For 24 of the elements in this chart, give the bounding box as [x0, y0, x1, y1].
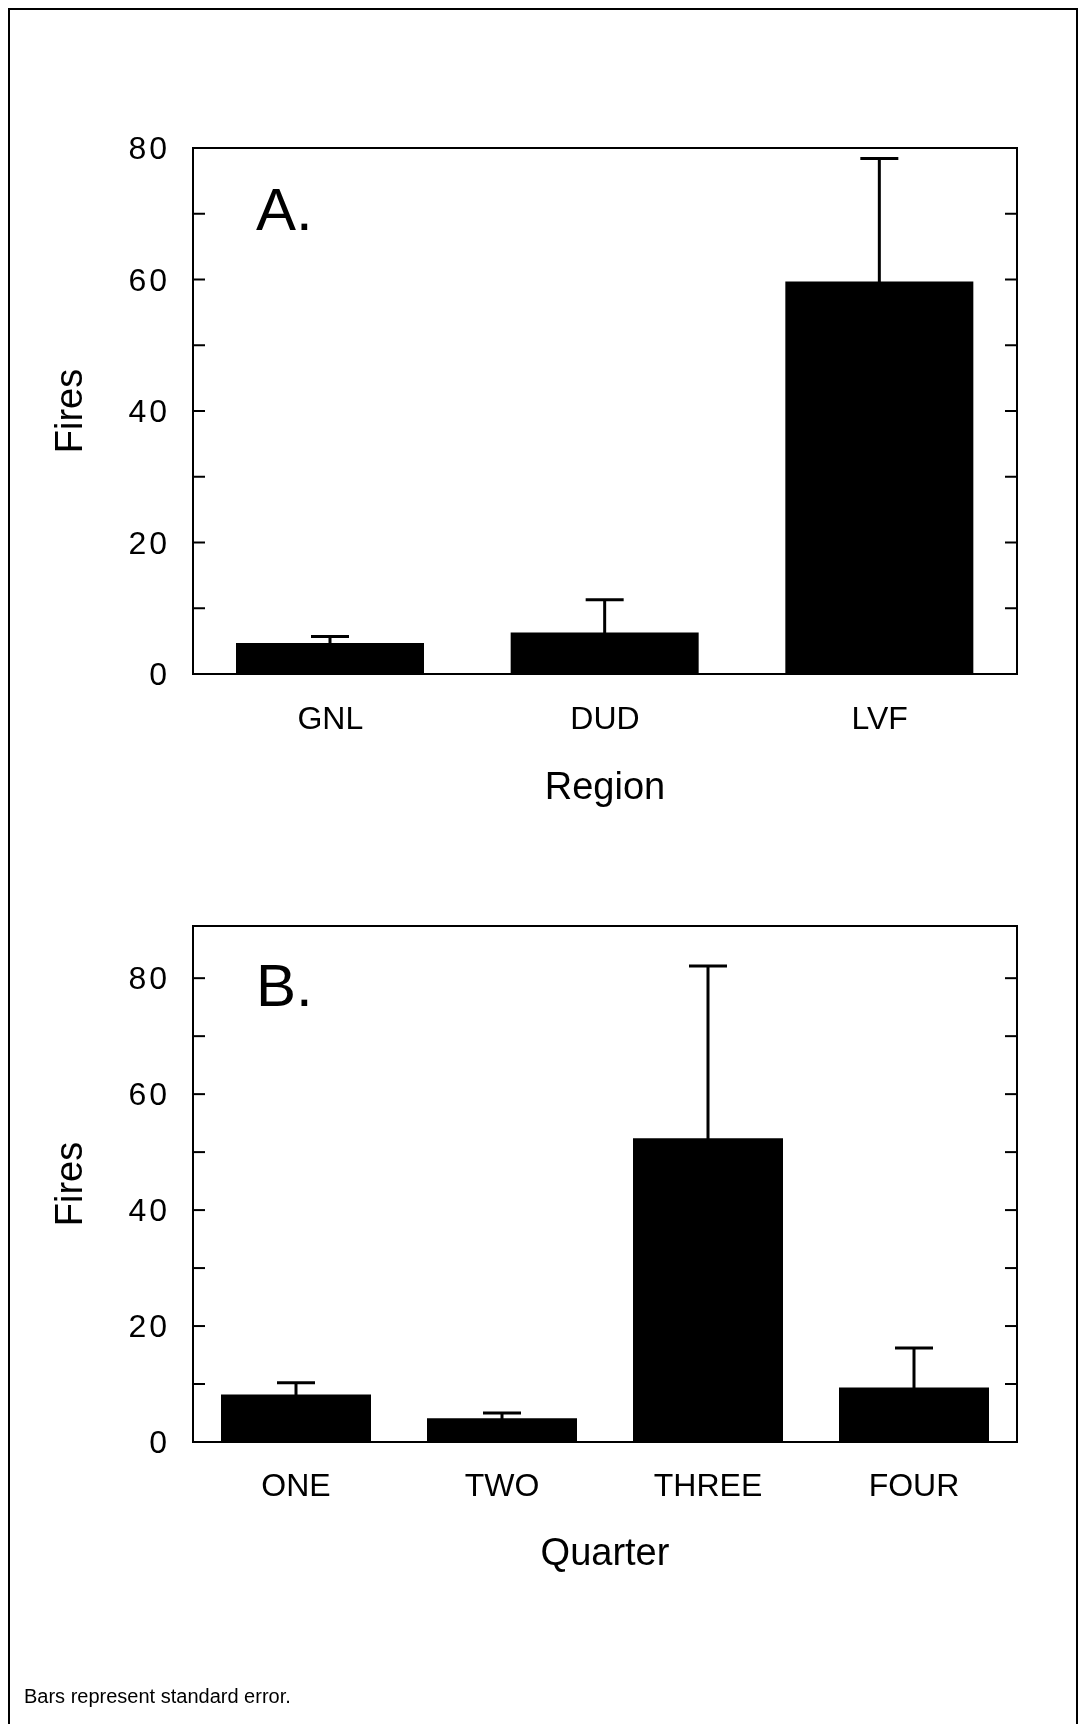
- text: Bars represent standard error.: [24, 1684, 291, 1708]
- y-axis-title: Fires: [48, 368, 90, 454]
- x-tick-label: THREE: [653, 1466, 763, 1503]
- x-tick-label: TWO: [464, 1466, 540, 1503]
- x-tick-label: ONE: [261, 1466, 331, 1503]
- y-tick-label: 60: [128, 261, 170, 298]
- y-tick-label: 40: [128, 393, 170, 429]
- chart-title: B.: [256, 952, 313, 1019]
- y-tick-label: 0: [149, 1424, 170, 1460]
- y-tick-label: 20: [128, 1308, 170, 1345]
- x-tick-label: DUD: [570, 699, 640, 736]
- y-tick-label: 80: [128, 130, 170, 166]
- x-axis-title: Region: [544, 765, 666, 807]
- x-tick-label: GNL: [297, 699, 364, 736]
- x-axis-title: Quarter: [540, 1531, 670, 1573]
- y-tick-label: 20: [128, 524, 170, 561]
- y-tick-label: 80: [128, 960, 170, 997]
- y-axis-title: Fires: [48, 1141, 90, 1227]
- x-tick-label: FOUR: [868, 1466, 960, 1503]
- y-tick-label: 0: [149, 656, 170, 692]
- x-tick-label: LVF: [851, 699, 908, 736]
- text: A.: [256, 176, 313, 243]
- y-tick-label: 40: [128, 1192, 170, 1229]
- y-tick-label: 60: [128, 1076, 170, 1113]
